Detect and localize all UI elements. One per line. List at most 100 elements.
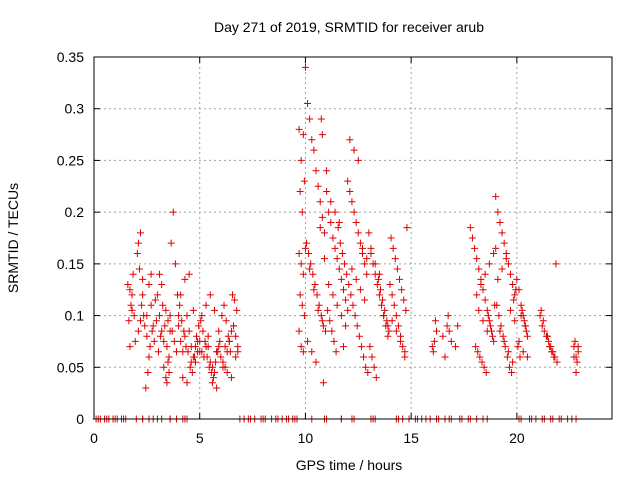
data-point: [204, 332, 212, 340]
data-point: [515, 337, 523, 345]
data-point: [372, 374, 380, 382]
data-point: [344, 306, 352, 314]
data-point: [212, 358, 220, 366]
data-point: [357, 343, 365, 351]
data-point: [162, 374, 170, 382]
data-point: [223, 368, 231, 376]
data-point: [389, 244, 397, 252]
data-point: [187, 358, 195, 366]
data-point: [319, 322, 327, 330]
data-point: [295, 327, 303, 335]
data-point: [207, 368, 215, 376]
data-point: [537, 306, 545, 314]
x-tick-label: 10: [298, 430, 314, 446]
data-point: [312, 167, 320, 175]
data-point: [151, 296, 159, 304]
data-point: [574, 343, 582, 351]
data-point: [520, 317, 528, 325]
data-point: [392, 312, 400, 320]
data-point: [317, 312, 325, 320]
x-tick-label: 20: [509, 430, 525, 446]
axis-ticks: [93, 56, 612, 420]
data-point: [153, 291, 161, 299]
data-point: [147, 301, 155, 309]
data-point: [480, 363, 488, 371]
data-point: [489, 332, 497, 340]
data-point: [381, 306, 389, 314]
data-point: [218, 312, 226, 320]
y-tick-label: 0.3: [65, 101, 85, 117]
data-point: [297, 156, 305, 164]
data-point: [521, 322, 529, 330]
y-tick-label: 0.15: [57, 256, 84, 272]
data-point: [390, 301, 398, 309]
data-point: [335, 218, 343, 226]
data-point: [573, 358, 581, 366]
data-point: [400, 296, 408, 304]
data-point: [484, 312, 492, 320]
data-point: [441, 353, 449, 361]
data-point: [300, 312, 308, 320]
data-point: [361, 260, 369, 268]
data-point: [320, 255, 328, 263]
data-point: [217, 353, 225, 361]
data-point: [311, 281, 319, 289]
data-point: [346, 187, 354, 195]
data-point: [196, 348, 204, 356]
data-point: [326, 317, 334, 325]
data-point: [232, 353, 240, 361]
data-point: [550, 353, 558, 361]
data-point: [348, 198, 356, 206]
data-point: [431, 317, 439, 325]
data-point: [477, 281, 485, 289]
data-point: [391, 255, 399, 263]
data-point: [478, 358, 486, 366]
data-point: [141, 322, 149, 330]
data-point: [222, 317, 230, 325]
y-axis-label: SRMTID / TECUs: [5, 183, 21, 293]
data-point: [399, 343, 407, 351]
data-point: [360, 353, 368, 361]
data-point: [475, 306, 483, 314]
data-point: [304, 337, 312, 345]
data-point: [297, 260, 305, 268]
data-point: [429, 348, 437, 356]
data-point: [490, 250, 498, 258]
data-point: [444, 312, 452, 320]
data-point: [298, 301, 306, 309]
data-point: [388, 291, 396, 299]
data-point: [505, 363, 513, 371]
data-point: [142, 384, 150, 392]
data-point: [523, 332, 531, 340]
data-point: [143, 312, 151, 320]
data-point: [339, 286, 347, 294]
data-point: [164, 317, 172, 325]
data-point: [507, 270, 515, 278]
chart-title: Day 271 of 2019, SRMTID for receiver aru…: [214, 19, 484, 35]
data-point: [325, 281, 333, 289]
data-point: [150, 337, 158, 345]
data-point: [481, 270, 489, 278]
data-point: [490, 337, 498, 345]
data-point: [200, 353, 208, 361]
data-point: [199, 327, 207, 335]
data-point: [323, 167, 331, 175]
data-point: [374, 275, 382, 283]
data-point: [384, 322, 392, 330]
data-point: [517, 301, 525, 309]
x-tick-label: 15: [403, 430, 419, 446]
data-point: [301, 244, 309, 252]
data-point: [180, 327, 188, 335]
data-point: [475, 265, 483, 273]
data-point: [166, 327, 174, 335]
data-point: [154, 348, 162, 356]
data-point: [356, 286, 364, 294]
data-point: [324, 306, 332, 314]
data-point: [316, 224, 324, 232]
data-point: [483, 327, 491, 335]
data-point: [204, 343, 212, 351]
data-point: [570, 353, 578, 361]
data-point: [137, 229, 145, 237]
data-point: [329, 234, 337, 242]
